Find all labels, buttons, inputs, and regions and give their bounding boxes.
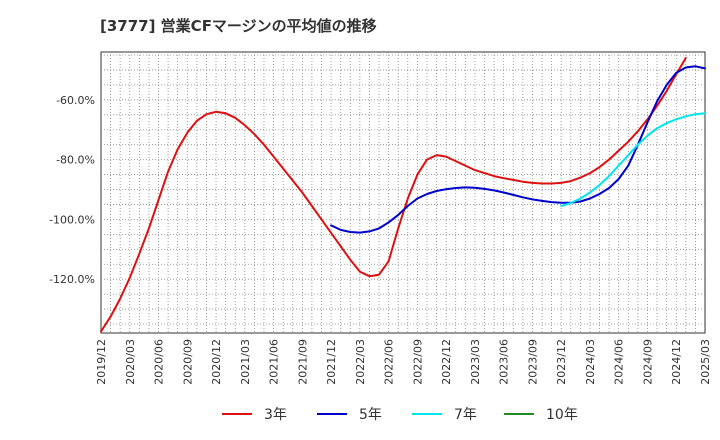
series-line-1	[330, 65, 706, 234]
legend-label-1: 5年	[359, 407, 382, 423]
y-tick-label: -100.0%	[49, 213, 95, 226]
x-tick-label: 2023/09	[526, 339, 539, 385]
x-tick-label: 2022/09	[411, 339, 424, 385]
x-tick-label: 2023/06	[498, 339, 511, 385]
x-tick-label: 2024/06	[613, 339, 626, 385]
x-tick-label: 2020/12	[210, 339, 223, 385]
y-tick-label: -60.0%	[56, 94, 95, 107]
plot-area	[100, 51, 706, 334]
x-tick-label: 2020/03	[124, 339, 137, 385]
series-line-2	[560, 112, 706, 207]
x-tick-label: 2023/03	[469, 339, 482, 385]
y-tick-label: -120.0%	[49, 273, 95, 286]
x-tick-label: 2021/06	[268, 339, 281, 385]
chart-title: [3777] 営業CFマージンの平均値の推移	[100, 17, 377, 35]
x-tick-label: 2020/06	[153, 339, 166, 385]
x-tick-label: 2024/12	[670, 339, 683, 385]
x-tick-label: 2022/06	[383, 339, 396, 385]
y-tick-label: -80.0%	[56, 154, 95, 167]
x-tick-label: 2021/12	[325, 339, 338, 385]
x-tick-label: 2022/12	[440, 339, 453, 385]
x-tick-label: 2021/09	[296, 339, 309, 385]
legend-label-0: 3年	[264, 407, 287, 423]
x-tick-label: 2021/03	[239, 339, 252, 385]
x-tick-label: 2020/09	[181, 339, 194, 385]
x-tick-label: 2025/03	[699, 339, 712, 385]
legend-label-2: 7年	[454, 407, 477, 423]
x-tick-label: 2023/12	[555, 339, 568, 385]
x-tick-label: 2019/12	[95, 339, 108, 385]
x-tick-label: 2024/09	[641, 339, 654, 385]
series-line-0	[100, 57, 687, 333]
x-tick-label: 2024/03	[584, 339, 597, 385]
legend-label-3: 10年	[546, 407, 578, 423]
x-tick-label: 2022/03	[354, 339, 367, 385]
